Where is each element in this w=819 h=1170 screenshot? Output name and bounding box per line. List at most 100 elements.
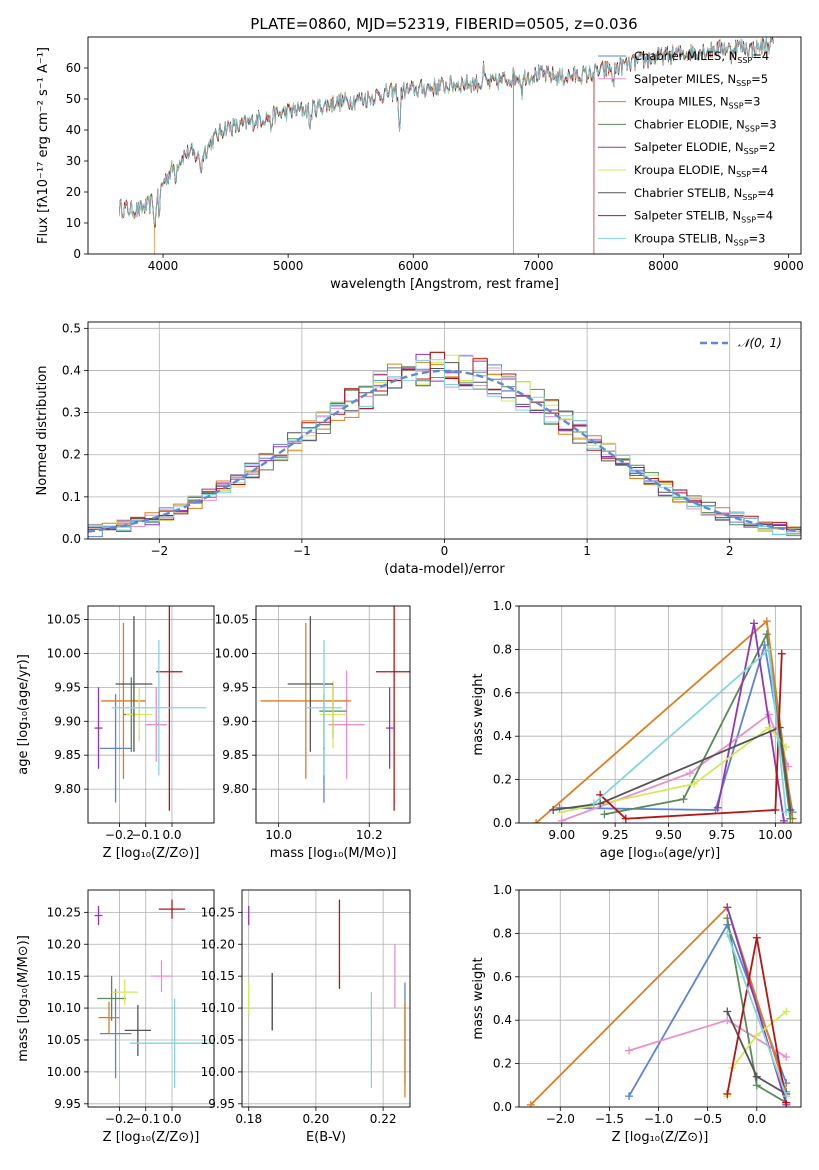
errorbar-point [156,606,183,811]
x-tick-label: 9.50 [655,828,682,842]
legend-entry: Kroupa STELIB, NSSP=3 [634,231,765,247]
y-tick-label: 9.95 [54,680,81,694]
x-tick-label: 0.0 [162,1112,181,1126]
x-tick-label: −1.5 [595,1112,624,1126]
weight-marker [752,933,761,942]
legend-entry: Chabrier STELIB, NSSP=4 [634,186,774,202]
legend-entry: Chabrier MILES, NSSP=4 [634,49,769,65]
x-tick-label: 6000 [398,259,429,273]
y-tick-label: 10.20 [201,937,235,951]
y-tick-label: 0.4 [62,363,81,377]
weight-marker [777,649,786,658]
y-axis-label: Flux [fλ10⁻¹⁷ erg cm⁻² s⁻¹ A⁻¹] [36,47,51,244]
weight-marker [782,808,791,817]
errorbar-point [115,616,153,752]
age-vs-mass-panel: 10.0 10.2 9.80 9.85 9.90 9.95 10.00 10.05 mass [… [215,605,411,861]
y-tick-label: 0.0 [62,532,81,546]
errorbar-point [94,687,103,769]
weight-marker [621,814,630,823]
y-tick-label: 60 [66,61,81,75]
weight-marker [690,779,699,788]
y-tick-label: 20 [66,185,81,199]
weight-marker [764,645,773,654]
y-axis-label: mass [log₁₀(M/M⊙)] [16,935,31,1062]
spectrum-plot-area [118,37,774,254]
x-tick-label: 4000 [148,259,179,273]
weight-marker [786,805,795,814]
weight-marker [713,803,722,812]
y-tick-label: 10.00 [215,646,249,660]
weight-marker [764,723,773,732]
y-tick-label: 0.2 [493,773,512,787]
mass-vs-Z-axes: −0.2−0.1 0.0 9.95 10.00 10.05 10.10 10.15 10.20… [16,889,215,1145]
y-tick-label: 0.8 [493,642,512,656]
y-tick-label: 0.2 [493,1057,512,1071]
errorbar-point [158,899,186,919]
y-tick-label: 10.15 [201,969,235,983]
x-tick-label: 10.2 [356,828,383,842]
x-tick-label: 0.18 [235,1112,262,1126]
errorbar-point [111,979,138,1005]
x-axis-label: Z [log₁₀(Z/Z⊙)] [612,1130,709,1145]
weight-marker [752,1081,761,1090]
axes-frame [87,889,215,1108]
weight-marker [782,1053,791,1062]
weight-marker [555,803,564,812]
y-axis-label: Normed distribution [35,366,50,496]
weight-marker [600,810,609,819]
weight-marker [782,1007,791,1016]
x-tick-label: 0 [441,544,449,558]
x-axis-label: wavelength [Angstrom, rest frame] [330,277,559,292]
mass-vs-EBV-axes: 0.18 0.20 0.22 9.95 10.00 10.05 10.10 10.15 10.2… [201,889,411,1145]
residuals-panel: −2 −1 0 1 2 0.0 0.1 0.2 0.3 0.4 0.5 (data-model)/er… [35,321,802,577]
weight-marker [625,1092,634,1101]
residuals-plot-area [88,351,801,538]
y-tick-label: 9.85 [222,748,249,762]
x-axis-label: Z [log₁₀(Z/Z⊙)] [103,846,200,861]
errorbar-point [111,639,207,776]
y-tick-label: 1.0 [493,599,512,613]
y-tick-label: 10.05 [201,1033,235,1047]
x-tick-label: 9.75 [709,828,736,842]
y-tick-label: 0.8 [493,926,512,940]
mass-vs-EBV-panel: 0.18 0.20 0.22 9.95 10.00 10.05 10.10 10.15 10.2… [201,889,411,1145]
residuals-axes: −2 −1 0 1 2 0.0 0.1 0.2 0.3 0.4 0.5 (data-model)/er… [35,321,802,577]
y-tick-label: 0.0 [493,816,512,830]
weight-marker [557,816,566,823]
errorbar-point [101,622,146,779]
x-axis-label: (data-model)/error [384,562,505,577]
y-tick-label: 10.05 [47,613,81,627]
x-tick-label: 8000 [648,259,679,273]
mass-vs-Z-panel: −0.2−0.1 0.0 9.95 10.00 10.05 10.10 10.15 10.20… [16,889,215,1145]
spectrum-axes: 4000 5000 6000 7000 8000 9000 0 10 20 30 40 50 60 wav… [36,36,804,292]
y-tick-label: 10.25 [201,905,235,919]
y-tick-label: 0.2 [62,448,81,462]
errorbar-point [130,998,214,1088]
weight-marker [625,1046,634,1055]
y-tick-label: 10.15 [47,969,81,983]
errorbar-point [126,687,153,742]
normal-reference-curve [88,369,801,533]
x-tick-label: −2.0 [546,1112,575,1126]
errorbar-point [305,639,343,776]
errorbar-point [145,687,167,762]
weight-series-line [561,726,787,813]
y-tick-label: 1.0 [493,883,512,897]
x-tick-label: −0.1 [131,828,160,842]
legend-entry: Kroupa MILES, NSSP=3 [634,95,760,111]
legend-entry: Salpeter ELODIE, NSSP=2 [634,140,776,156]
errorbar-point [287,616,333,752]
y-tick-label: 10.10 [201,1001,235,1015]
weight-marker [752,1031,761,1040]
y-tick-label: 0.6 [493,686,512,700]
y-tick-label: 0 [73,247,81,261]
y-tick-label: 30 [66,154,81,168]
age-vs-Z-panel: −0.2−0.1 0.0 9.80 9.85 9.90 9.95 10.00 10.05 Z [… [16,605,215,861]
x-tick-label: −0.1 [131,1112,160,1126]
errorbar-point [151,960,172,993]
y-tick-label: 0.6 [493,970,512,984]
x-tick-label: 9.25 [602,828,629,842]
weight-vs-age-plot-area [532,617,797,823]
legend-entry: Salpeter STELIB, NSSP=4 [634,209,773,225]
y-tick-label: 10.05 [215,613,249,627]
